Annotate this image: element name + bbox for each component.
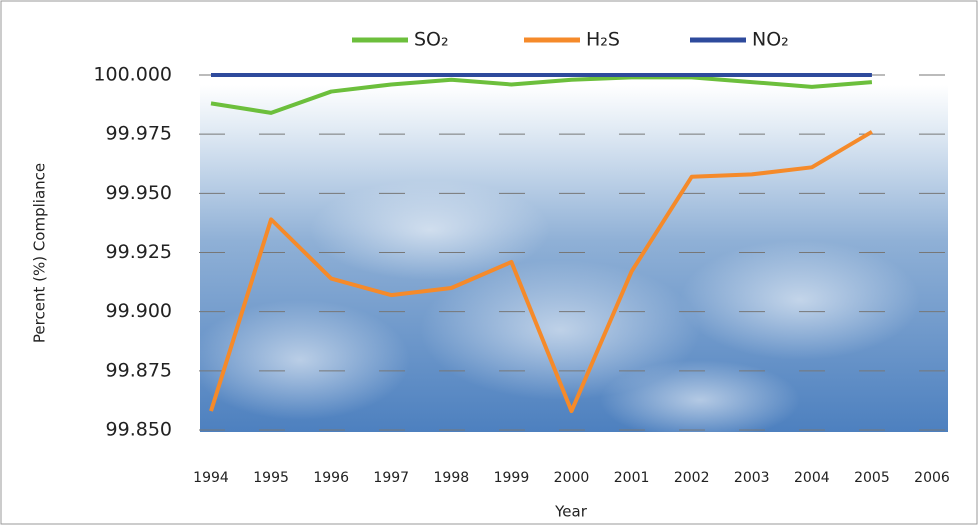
- y-tick-label: 99.925: [106, 241, 172, 263]
- x-tick-label: 2005: [854, 470, 890, 486]
- legend-label: SO₂: [414, 29, 449, 51]
- y-tick-label: 99.975: [106, 123, 172, 145]
- y-tick-label: 99.875: [106, 359, 172, 381]
- clouds: [190, 180, 920, 440]
- legend-label: NO₂: [752, 29, 789, 51]
- x-tick-label: 1997: [373, 470, 409, 486]
- x-tick-label: 2001: [614, 470, 650, 486]
- x-tick-label: 2003: [734, 470, 770, 486]
- x-tick-label: 2000: [554, 470, 590, 486]
- y-tick-label: 99.900: [106, 300, 172, 322]
- x-tick-label: 1994: [193, 470, 229, 486]
- x-tick-label: 2004: [794, 470, 830, 486]
- series-line: [209, 130, 873, 414]
- y-tick-label: 99.950: [106, 182, 172, 204]
- y-axis-title: Percent (%) Compliance: [31, 163, 49, 343]
- x-tick-label: 1996: [313, 470, 349, 486]
- y-tick-label: 100.000: [93, 64, 172, 86]
- x-tick-label: 2002: [674, 470, 710, 486]
- x-tick-label: 1999: [494, 470, 530, 486]
- legend-label: H₂S: [586, 29, 620, 51]
- x-tick-label: 1995: [253, 470, 289, 486]
- x-tick-label: 1998: [434, 470, 470, 486]
- x-tick-label: 2006: [914, 470, 950, 486]
- x-axis-title: Year: [554, 503, 588, 521]
- y-tick-label: 99.850: [106, 419, 172, 441]
- series-line: [210, 75, 873, 115]
